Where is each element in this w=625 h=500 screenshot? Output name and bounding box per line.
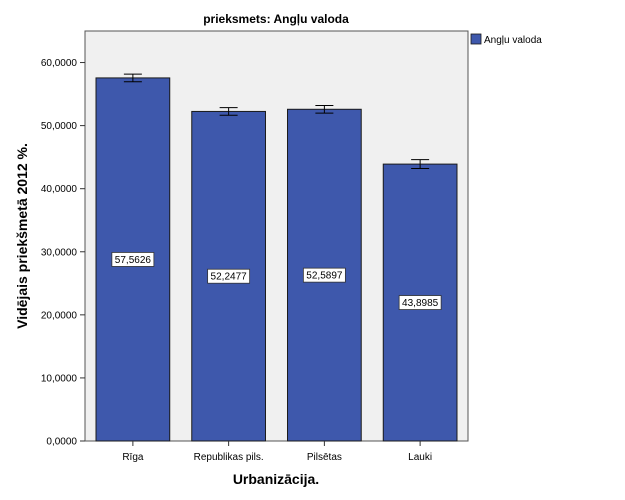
y-axis: 0,0000 10,0000 20,0000 30,0000 40,0000 50,000… [41,58,85,448]
data-label-box [302,267,346,283]
data-label: 43,8985 [402,298,439,309]
legend-swatch [470,33,482,45]
bars-group: 57,5626 52,2477 52,5897 43,8985 [95,73,458,442]
data-label: 57,5626 [115,255,152,266]
x-axis: Rīga Republikas pils. Pilsētas Lauki [122,441,432,463]
legend: Angļu valoda [470,33,542,46]
y-tick-label: 60,0000 [41,58,78,69]
y-tick-label: 50,0000 [41,121,78,132]
data-label-box [207,268,251,284]
y-tick-label: 0,0000 [46,437,77,448]
x-tick-label: Lauki [408,452,432,463]
y-axis-label: Vidējais priekšmetā 2012 %. [14,143,30,329]
y-tick-label: 20,0000 [41,310,78,321]
y-tick-label: 30,0000 [41,247,78,258]
chart-title: prieksmets: Angļu valoda [203,12,349,26]
x-tick-label: Rīga [122,452,144,463]
x-tick-label: Republikas pils. [194,452,264,463]
data-label: 52,2477 [211,272,248,283]
y-tick-label: 40,0000 [41,184,78,195]
y-tick-label: 10,0000 [41,373,78,384]
data-label-box [398,295,442,310]
legend-label: Angļu valoda [484,35,542,46]
data-label-box [111,252,155,267]
data-label: 52,5897 [306,271,343,282]
x-tick-label: Pilsētas [307,452,342,463]
x-axis-label: Urbanizācija. [233,471,319,487]
